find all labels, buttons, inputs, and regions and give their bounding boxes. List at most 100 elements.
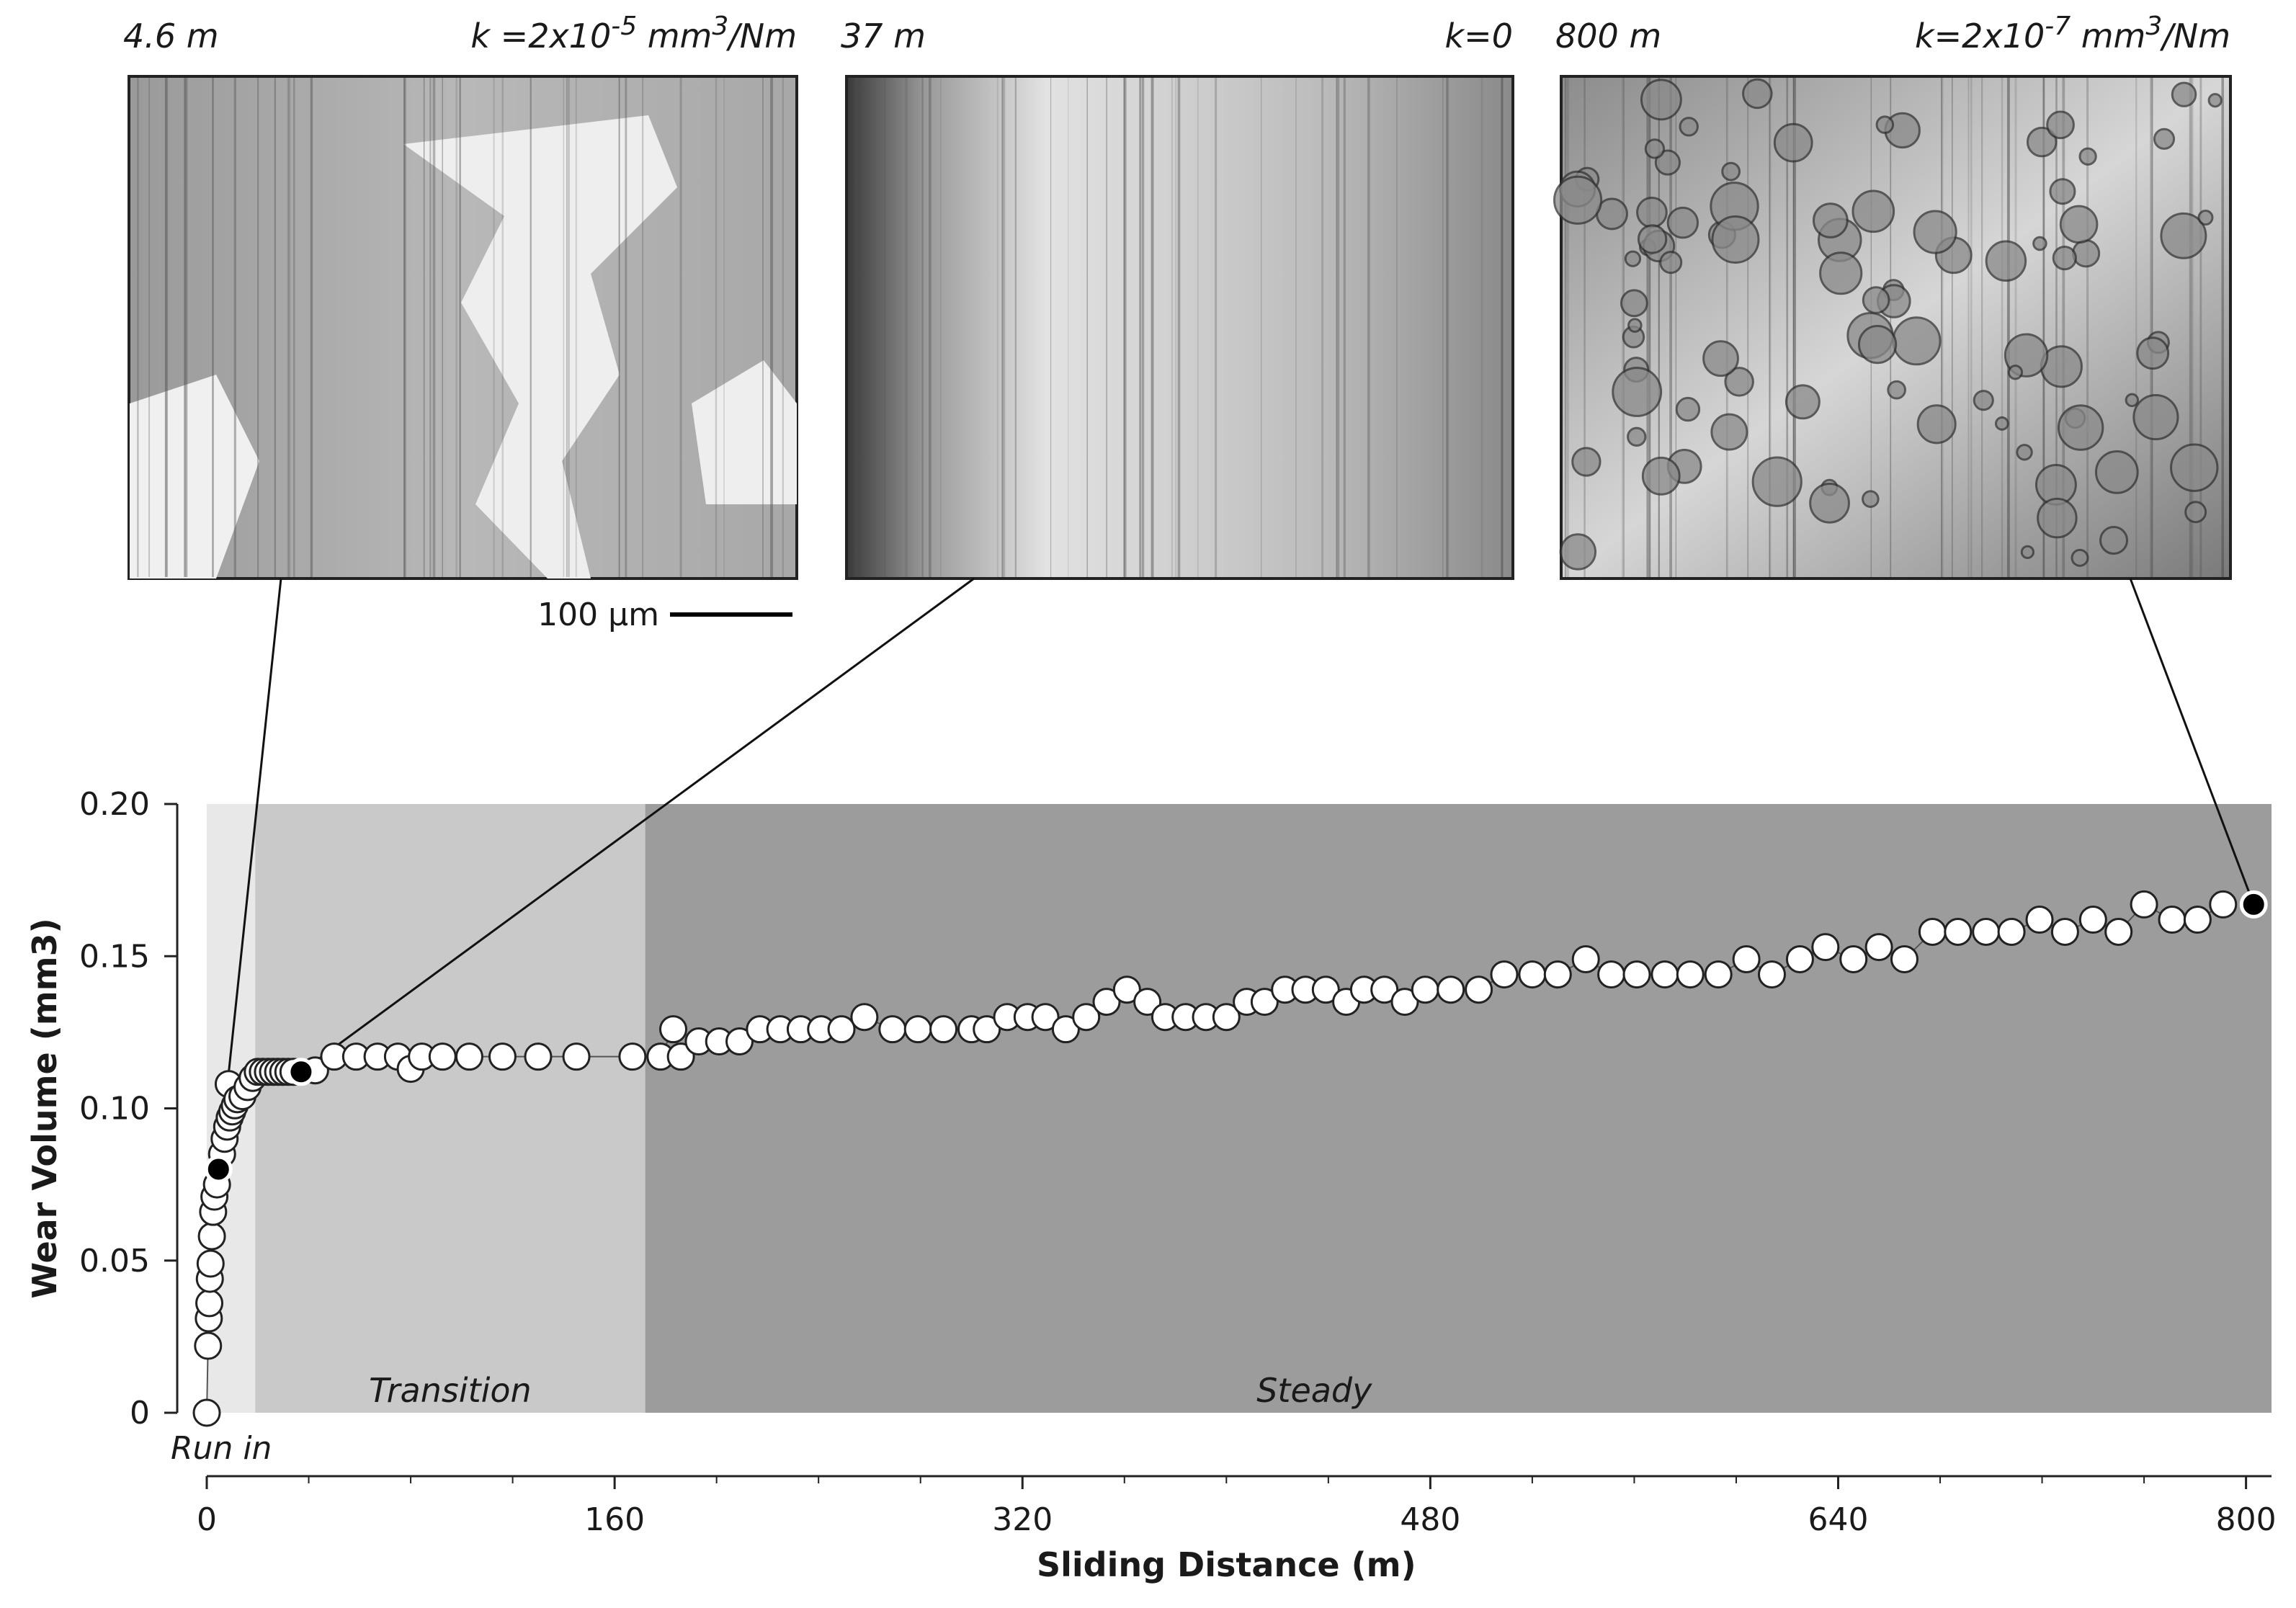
point	[1072, 1003, 1101, 1032]
point	[1543, 960, 1572, 989]
y-tick-label: 0.10	[79, 1091, 150, 1127]
micrograph-texture	[1654, 149, 1681, 176]
region-label: Steady	[1256, 1371, 1372, 1410]
point	[195, 1289, 224, 1318]
point	[1622, 960, 1651, 989]
plot-area: Run in Transition Steady 0 0.05 0.10 0.15 0.20 0…	[25, 577, 2277, 1584]
micrograph-texture	[2046, 110, 2075, 140]
point	[1997, 917, 2026, 946]
y-tick-label: 0.05	[79, 1243, 150, 1279]
micrograph-texture	[1620, 289, 1648, 318]
micrograph-texture	[1857, 325, 1898, 365]
point	[196, 1249, 225, 1278]
point	[1051, 1015, 1080, 1044]
micrograph-texture	[1973, 390, 1994, 411]
micrograph-texture	[1721, 161, 1741, 182]
point	[1112, 975, 1141, 1004]
micrograph-texture	[2125, 393, 2140, 408]
point	[562, 1042, 591, 1071]
micrograph-texture	[2016, 444, 2033, 461]
point	[2158, 906, 2186, 934]
micrograph-texture	[1679, 117, 1699, 137]
point	[1890, 944, 1918, 973]
region	[255, 804, 646, 1413]
point	[1311, 975, 1340, 1004]
micrograph-texture	[1675, 396, 1701, 422]
point	[1390, 988, 1419, 1017]
point	[850, 1003, 879, 1032]
micrograph-texture	[2037, 497, 2078, 539]
panel-connector	[2129, 578, 2255, 905]
point	[618, 1042, 647, 1071]
micrograph-texture	[1862, 490, 1880, 508]
wear-rate-part: -7	[2045, 12, 2071, 41]
micrograph-texture	[1571, 447, 1602, 477]
micrograph-texture	[2171, 81, 2197, 107]
micrograph-texture	[2078, 147, 2097, 166]
micrographs: 100 µm	[128, 75, 2232, 633]
x-tick-label: 160	[584, 1501, 645, 1538]
point	[1212, 1003, 1241, 1032]
point	[1370, 975, 1399, 1004]
scale-bar-label: 100 µm	[537, 597, 659, 633]
point	[1411, 975, 1439, 1004]
point	[1490, 960, 1519, 989]
region	[645, 804, 2272, 1413]
point	[194, 1331, 223, 1360]
point	[666, 1042, 695, 1071]
point	[488, 1042, 517, 1071]
micrograph-texture	[2207, 93, 2223, 108]
micrograph-texture	[1892, 316, 1942, 366]
micrograph-texture	[2020, 545, 2035, 559]
micrograph-texture	[1916, 404, 1957, 445]
point	[973, 1015, 1001, 1044]
x-tick-label: 0	[197, 1501, 217, 1538]
micrograph-texture	[2153, 128, 2176, 150]
panel-connector	[300, 577, 975, 1073]
micrograph-texture	[1636, 196, 1668, 228]
wear-rate-part: 3	[2145, 12, 2162, 41]
wear-rate-part: mm	[2071, 17, 2145, 55]
micrograph-texture	[2136, 336, 2170, 370]
point	[1597, 960, 1626, 989]
point	[2209, 890, 2238, 919]
panel-distance: 4.6 m	[123, 17, 219, 55]
point	[1518, 960, 1547, 989]
highlight-point	[2239, 890, 2268, 919]
wear-rate-part: mm	[637, 17, 712, 55]
point	[2104, 917, 2133, 946]
micrograph-texture	[1862, 286, 1890, 314]
wear-rate-part: k=2x10	[1915, 17, 2045, 55]
micrograph-texture	[1742, 78, 1773, 110]
y-tick-label: 0	[130, 1395, 150, 1431]
micrograph-texture	[1624, 250, 1642, 267]
highlight-point	[287, 1058, 316, 1086]
point	[524, 1042, 553, 1071]
point	[1133, 988, 1162, 1017]
micrograph-texture	[1702, 340, 1739, 378]
point	[725, 1027, 754, 1056]
y-tick-label: 0.15	[79, 938, 150, 975]
micrograph-texture	[1627, 426, 1647, 447]
micrograph	[845, 75, 1514, 580]
point	[929, 1015, 958, 1044]
point	[1250, 988, 1279, 1017]
micrograph-texture	[2132, 394, 2179, 441]
micrograph-texture	[1553, 175, 1603, 225]
panel-distance: 800 m	[1555, 17, 1661, 55]
point	[1571, 944, 1600, 973]
micrograph-texture	[2184, 501, 2207, 524]
micrograph-texture	[1784, 384, 1821, 420]
micrograph-texture	[1913, 210, 1957, 254]
micrograph-texture	[1559, 533, 1597, 571]
micrograph-texture	[1710, 413, 1748, 451]
wear-rate-part: 3	[712, 12, 728, 41]
micrograph-texture	[2094, 450, 2139, 494]
micrograph-texture	[1751, 456, 1803, 507]
panel-distance: 37 m	[841, 17, 926, 55]
x-tick-label: 480	[1400, 1501, 1460, 1538]
point	[1944, 917, 1973, 946]
point	[192, 1398, 221, 1427]
point	[1437, 975, 1465, 1004]
